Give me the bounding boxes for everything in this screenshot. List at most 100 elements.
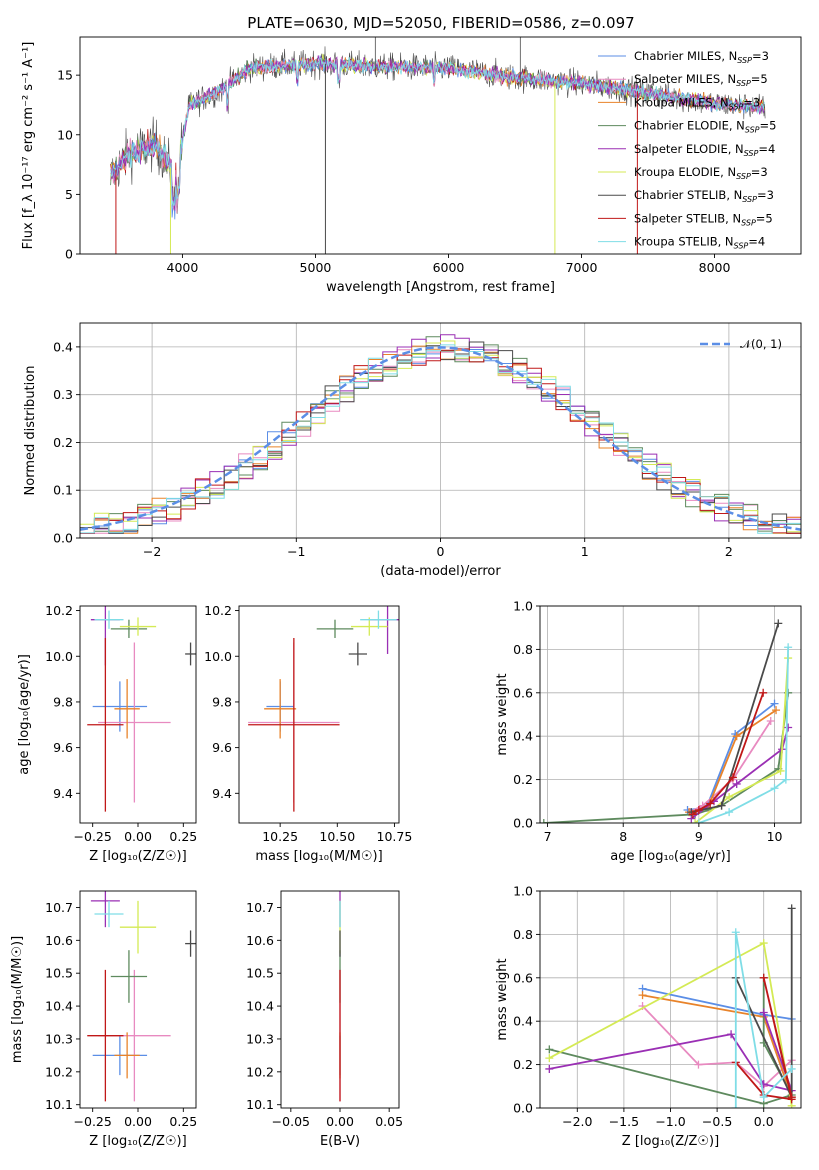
weight-marker	[759, 973, 768, 982]
y-tick-label: 0.2	[513, 772, 533, 787]
x-tick-label: 0.05	[375, 1114, 403, 1129]
x-tick-label: −1.0	[655, 1114, 685, 1129]
y-tick-label: 5	[65, 187, 73, 202]
y-tick-label: 9.4	[212, 786, 232, 801]
legend-entry-name: Chabrier STELIB, N	[634, 188, 742, 202]
weight-marker	[728, 773, 737, 782]
x-tick-label: −0.25	[74, 1114, 112, 1129]
y-tick-label: 0.0	[53, 531, 73, 546]
y-tick-label: 9.8	[53, 694, 73, 709]
y-tick-label: 10.1	[45, 1097, 73, 1112]
y-tick-label: 0.4	[513, 729, 533, 744]
y-tick-label: 10.5	[45, 966, 73, 981]
plot-area-mass_vs_Z	[87, 891, 196, 1102]
y-tick-label: 9.6	[212, 740, 232, 755]
x-axis-label: (data-model)/error	[380, 564, 501, 579]
x-tick-label: 0.00	[124, 1114, 152, 1129]
x-tick-label: 0.00	[326, 1114, 354, 1129]
legend-entry: Kroupa ELODIE, NSSP=3	[634, 165, 768, 181]
weight-marker	[725, 808, 734, 817]
x-tick-label: 0.0	[754, 1114, 774, 1129]
weight-marker	[732, 779, 741, 788]
y-axis-label: Flux [f_λ 10⁻¹⁷ erg cm⁻² s⁻¹ A⁻¹]	[21, 42, 36, 250]
plot-area-spectrum	[110, 37, 766, 254]
x-tick-label: 0.00	[124, 829, 152, 844]
weight-marker	[694, 1060, 703, 1069]
legend-entry-name: Salpeter STELIB, N	[634, 211, 741, 225]
y-tick-label: 9.8	[212, 694, 232, 709]
weight-marker	[784, 643, 793, 652]
figure-title: PLATE=0630, MJD=52050, FIBERID=0586, z=0…	[247, 14, 634, 32]
legend-subscript: SSP	[736, 172, 751, 181]
axes-frame	[280, 890, 400, 1109]
weight-marker	[688, 810, 697, 819]
y-tick-label: 10.0	[45, 649, 73, 664]
weight-marker	[706, 799, 715, 808]
legend-entry: Salpeter ELODIE, NSSP=4	[634, 142, 775, 158]
x-tick-label: 7	[544, 829, 552, 844]
y-tick-label: 10.2	[246, 1064, 274, 1079]
x-axis-label: Z [log₁₀(Z/Z☉)]	[89, 849, 186, 864]
weight-marker	[725, 792, 734, 801]
y-tick-label: 10.7	[45, 900, 73, 915]
x-tick-label: 0.25	[169, 1114, 197, 1129]
y-tick-label: 10.7	[246, 900, 274, 915]
y-tick-label: 9.4	[53, 786, 73, 801]
weight-marker	[759, 1093, 768, 1102]
weight-marker	[787, 1093, 796, 1102]
x-tick-label: 10.50	[319, 829, 355, 844]
y-tick-label: 10.3	[246, 1031, 274, 1046]
y-tick-label: 1.0	[513, 884, 533, 899]
y-tick-label: 9.6	[53, 740, 73, 755]
axes-frame	[238, 605, 400, 824]
x-tick-label: 0	[437, 544, 445, 559]
legend-entry: 𝒩(0, 1)	[740, 337, 782, 351]
legend-entry: Salpeter STELIB, NSSP=5	[634, 211, 773, 227]
weight-marker	[545, 1045, 554, 1054]
y-tick-label: 10.0	[204, 649, 232, 664]
y-tick-label: 0	[65, 247, 73, 262]
legend-entry: Chabrier ELODIE, NSSP=5	[634, 119, 776, 135]
residual-histogram-salpeter-stelib	[80, 348, 801, 534]
y-tick-label: 0.2	[53, 435, 73, 450]
weight-line-kroupa-elodie	[694, 658, 789, 823]
axes-frame	[79, 890, 197, 1109]
x-axis-label: age [log₁₀(age/yr)]	[610, 849, 731, 864]
y-tick-label: 0.3	[53, 387, 73, 402]
spectrum-line-salpeter-elodie	[110, 55, 765, 211]
weight-marker	[731, 1104, 740, 1108]
panel-age_vs_Z: −0.25 0.00 0.25 9.4 9.6 9.8 10.0 10.2 Z [log₁₀(Z…	[17, 603, 197, 864]
weight-marker	[787, 904, 796, 913]
y-tick-label: 0.8	[513, 927, 533, 942]
axes-frame	[79, 322, 802, 539]
x-tick-label: 6000	[433, 260, 465, 275]
y-tick-label: 10.1	[246, 1097, 274, 1112]
x-tick-label: −1.5	[609, 1114, 639, 1129]
legend-entry-name: Chabrier MILES, N	[634, 49, 737, 63]
x-tick-label: −0.25	[74, 829, 112, 844]
legend-entry: Kroupa STELIB, NSSP=4	[634, 235, 765, 251]
y-axis-label: Normed distribution	[23, 366, 38, 496]
x-tick-label: 8000	[699, 260, 731, 275]
plot-area-age_vs_mass	[248, 606, 399, 812]
x-tick-label: 1	[581, 544, 589, 559]
panel-mass_vs_Z: −0.25 0.00 0.25 10.1 10.2 10.3 10.4 10.5 10.6 10.…	[10, 890, 197, 1149]
legend-entry: Kroupa MILES, NSSP=3	[634, 95, 760, 111]
y-tick-label: 10.6	[246, 933, 274, 948]
x-tick-label: 9	[695, 829, 703, 844]
plot-area-weight_vs_age	[540, 619, 793, 823]
weight-marker	[694, 805, 703, 814]
x-axis-label: wavelength [Angstrom, rest frame]	[326, 280, 555, 295]
x-tick-label: −0.05	[272, 1114, 310, 1129]
plot-area-weight_vs_Z	[545, 904, 796, 1108]
legend-nssp: =5	[751, 72, 768, 86]
panel-residuals: −2 −1 0 1 2 0.0 0.1 0.2 0.3 0.4 (data-model)/error…	[23, 322, 802, 579]
legend-subscript: SSP	[741, 218, 756, 227]
weight-marker	[731, 928, 740, 937]
weight-marker	[776, 766, 785, 775]
legend-subscript: SSP	[745, 126, 760, 135]
x-tick-label: −1	[287, 544, 305, 559]
legend-nssp: =3	[751, 165, 768, 179]
legend-entry: Chabrier STELIB, NSSP=3	[634, 188, 774, 204]
normal-curve	[80, 346, 801, 531]
